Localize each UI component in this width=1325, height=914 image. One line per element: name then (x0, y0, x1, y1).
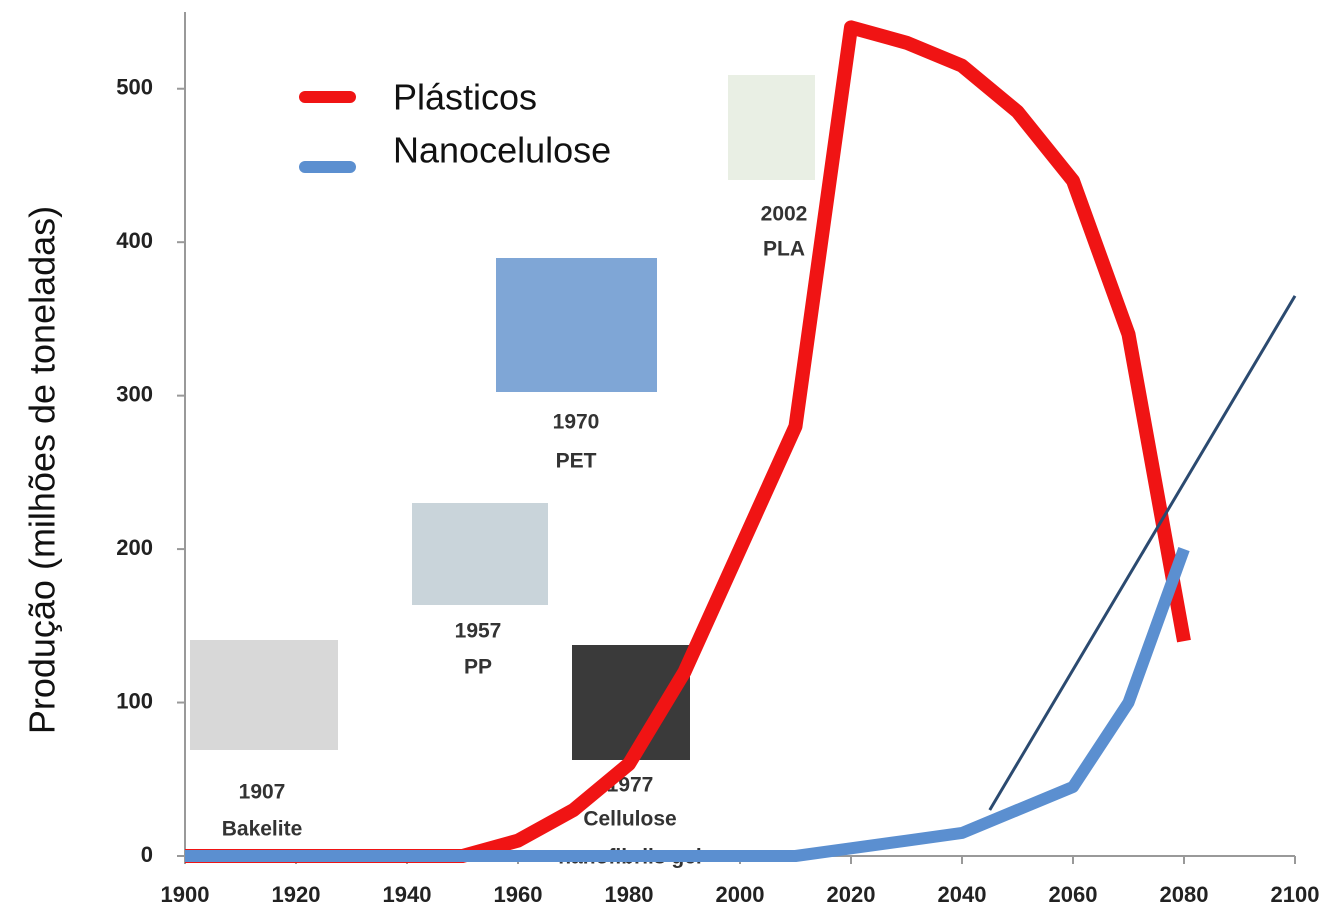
x-tick-label: 1960 (494, 882, 543, 907)
x-tick-label: 1980 (605, 882, 654, 907)
legend-label: Nanocelulose (393, 130, 611, 171)
chart: Produção (milhões de toneladas) 0 100 200 3… (0, 0, 1325, 914)
y-axis-label: Produção (milhões de toneladas) (22, 206, 63, 734)
x-tick-label: 2020 (827, 882, 876, 907)
annotation-text: 2002 (761, 203, 808, 226)
annotation-image (190, 640, 338, 750)
annotation-text: Bakelite (222, 818, 303, 841)
annotation-image (728, 75, 815, 180)
x-tick-label: 2100 (1271, 882, 1320, 907)
y-tick-label: 100 (116, 688, 153, 713)
page: Produção (milhões de toneladas) 0 100 200 3… (0, 0, 1325, 914)
y-tick-label: 200 (116, 535, 153, 560)
annotation-image (496, 258, 657, 392)
x-tick-label: 2080 (1160, 882, 1209, 907)
y-tick-label: 400 (116, 228, 153, 253)
y-tick-label: 300 (116, 381, 153, 406)
annotation-text: 1957 (455, 620, 502, 643)
y-tick-label: 0 (141, 842, 153, 867)
x-tick-label: 2040 (938, 882, 987, 907)
y-tick-label: 500 (116, 75, 153, 100)
x-tick-label: 2060 (1049, 882, 1098, 907)
annotation-text: PP (464, 656, 492, 679)
annotation-text: Cellulose (583, 808, 676, 831)
annotation-text: 1907 (239, 781, 286, 804)
annotation-text: 1970 (553, 411, 600, 434)
x-tick-label: 1940 (383, 882, 432, 907)
annotation-image (412, 503, 548, 605)
x-tick-label: 2000 (716, 882, 765, 907)
annotation-text: PET (556, 450, 597, 473)
x-tick-label: 1920 (272, 882, 321, 907)
legend-label: Plásticos (393, 77, 537, 118)
annotation-text: PLA (763, 238, 805, 261)
x-tick-label: 1900 (161, 882, 210, 907)
